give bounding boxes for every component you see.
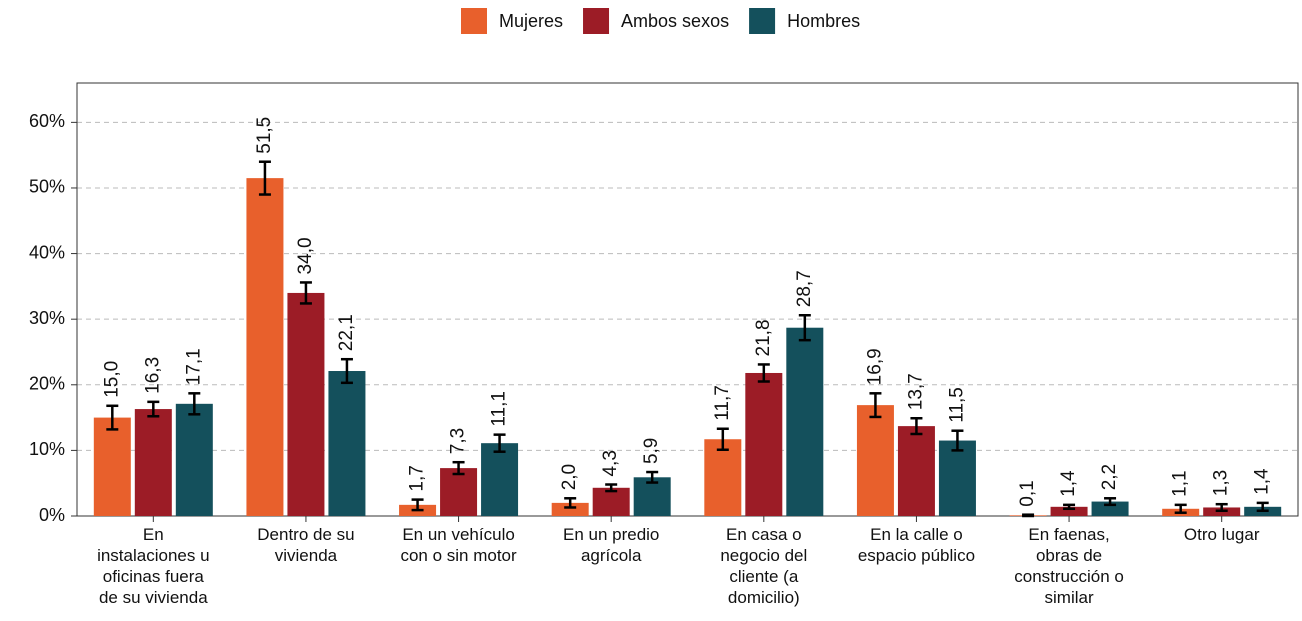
bar — [704, 439, 742, 516]
data-label: 15,0 — [101, 361, 122, 398]
data-label: 5,9 — [641, 438, 662, 464]
data-label: 11,7 — [712, 385, 733, 421]
data-label: 34,0 — [295, 237, 316, 274]
x-tick-label: Dentro de su vivienda — [257, 525, 355, 565]
data-label: 1,4 — [1252, 468, 1273, 495]
bar — [1091, 501, 1129, 516]
data-label: 1,7 — [407, 465, 428, 491]
data-label: 7,3 — [448, 428, 469, 454]
x-tick-label: En instalaciones u oficinas fuera de su … — [97, 525, 210, 607]
bar — [592, 487, 630, 516]
y-tick-label: 40% — [29, 242, 65, 262]
data-label: 51,5 — [254, 117, 275, 154]
bar — [175, 403, 213, 516]
legend-label: Hombres — [787, 11, 860, 31]
legend-label: Ambos sexos — [621, 11, 729, 31]
data-label: 4,3 — [600, 450, 621, 476]
data-label: 2,2 — [1099, 464, 1120, 490]
bar — [938, 440, 976, 516]
x-tick-label: En un predio agrícola — [562, 525, 660, 565]
data-label: 22,1 — [336, 314, 357, 351]
y-tick-label: 30% — [29, 308, 65, 328]
bar — [440, 468, 478, 516]
plot-frame — [76, 82, 1299, 517]
data-label: 28,7 — [794, 270, 815, 307]
data-label: 21,8 — [753, 319, 774, 356]
x-tick-label: En faenas, obras de construcción o simil… — [1014, 525, 1124, 607]
data-label: 17,1 — [183, 348, 204, 385]
bar — [287, 292, 325, 516]
data-label: 11,1 — [489, 391, 510, 427]
y-tick-label: 50% — [29, 177, 65, 197]
x-tick-label: En la calle o espacio público — [857, 525, 976, 565]
legend-swatch — [461, 8, 487, 34]
bar — [897, 426, 935, 516]
data-label: 11,5 — [946, 387, 967, 423]
data-label: 16,3 — [142, 357, 163, 394]
bar — [481, 443, 519, 516]
x-tick-label: En un vehículo con o sin motor — [400, 525, 517, 565]
y-tick-label: 60% — [29, 111, 65, 131]
y-tick-label: 20% — [29, 374, 65, 394]
legend-swatch — [583, 8, 610, 34]
bar — [246, 178, 284, 516]
y-tick-label: 10% — [29, 439, 65, 459]
legend-swatch — [749, 8, 776, 34]
data-label: 13,7 — [905, 373, 926, 410]
data-label: 16,9 — [864, 348, 885, 385]
legend-label: Mujeres — [499, 11, 563, 31]
bar — [134, 409, 172, 516]
bar — [786, 327, 824, 516]
x-tick-label: Otro lugar — [1183, 525, 1260, 544]
bar — [856, 405, 894, 516]
data-label: 0,1 — [1017, 480, 1038, 506]
data-label: 1,4 — [1058, 470, 1079, 497]
x-tick-label: En casa o negocio del cliente (a domicil… — [720, 525, 808, 607]
bar — [93, 417, 131, 516]
bar — [1050, 506, 1088, 516]
bar — [745, 372, 783, 516]
bar — [551, 502, 589, 516]
bar — [328, 371, 366, 516]
y-tick-label: 0% — [39, 505, 65, 525]
data-label: 1,3 — [1211, 470, 1232, 496]
data-label: 2,0 — [559, 464, 580, 490]
data-label: 1,1 — [1170, 470, 1191, 496]
